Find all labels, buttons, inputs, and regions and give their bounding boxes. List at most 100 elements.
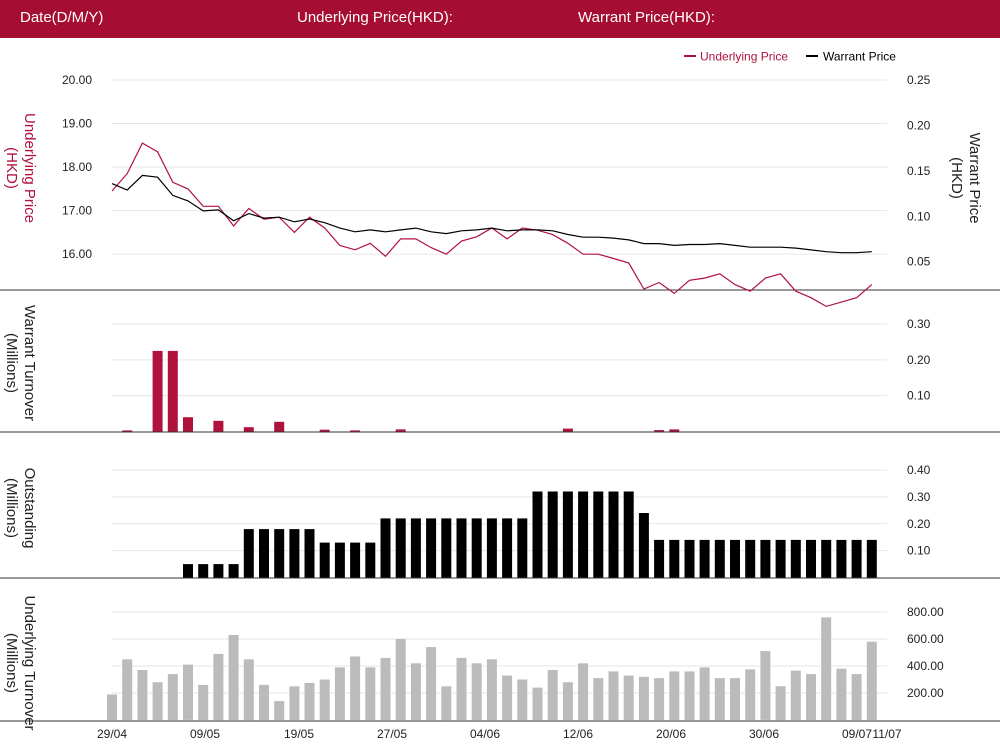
underlying-price-axis-tick-label: 19.00: [62, 117, 92, 131]
outstanding-bar: [745, 539, 756, 578]
underlying-turnover-bar: [836, 668, 847, 720]
underlying-turnover-bar: [228, 635, 239, 720]
outstanding-bar: [821, 539, 832, 578]
underlying-turnover-bar: [532, 687, 543, 720]
underlying-turnover-bar: [213, 653, 224, 721]
underlying-turnover-bar: [259, 684, 269, 720]
outstanding-bar: [274, 529, 285, 578]
warrant-turnover-bar: [183, 417, 193, 432]
warrant-price-axis-tick-label: 0.20: [907, 118, 931, 132]
underlying-turnover-bar: [274, 701, 285, 720]
outstanding-axis-title: Outstanding(Millions): [3, 468, 38, 549]
warrant-turnover-bar: [122, 430, 133, 432]
underlying-turnover-bar: [699, 667, 710, 720]
underlying-turnover-axis-tick-label: 600.00: [907, 632, 944, 646]
chart-marks: [107, 142, 877, 721]
outstanding-bar: [365, 542, 376, 578]
underlying-turnover-bar: [152, 682, 163, 720]
warrant-price-header-label: Warrant Price(HKD):: [578, 9, 715, 26]
warrant-price-axis-tick-label: 0.10: [907, 209, 931, 223]
underlying-turnover-bar: [593, 678, 604, 720]
outstanding-bar: [426, 518, 437, 578]
x-axis-tick-label: 11/07: [872, 727, 901, 741]
outstanding-bar: [471, 518, 482, 578]
outstanding-bar: [836, 539, 847, 578]
outstanding-bar: [866, 539, 877, 578]
outstanding-bar: [714, 539, 725, 578]
underlying-turnover-bar: [623, 675, 634, 720]
outstanding-bar: [486, 518, 497, 578]
outstanding-bar: [760, 539, 771, 578]
underlying-turnover-bar: [471, 663, 482, 720]
outstanding-bar: [198, 564, 209, 578]
outstanding-bar: [259, 529, 269, 578]
outstanding-bar: [502, 518, 513, 578]
outstanding-bar: [395, 518, 406, 578]
outstanding-bar: [684, 539, 695, 578]
underlying-turnover-bar: [243, 659, 254, 721]
outstanding-bar: [213, 564, 224, 578]
outstanding-bar: [532, 491, 543, 578]
x-axis-tick-label: 09/07: [842, 727, 872, 741]
outstanding-bar: [304, 529, 315, 578]
underlying-price-axis-title-line: Underlying Price: [21, 113, 38, 223]
underlying-price-axis-title-line: (HKD): [3, 147, 20, 189]
outstanding-bar: [608, 491, 619, 578]
underlying-turnover-bar: [806, 674, 816, 720]
underlying-turnover-bar: [441, 686, 452, 721]
outstanding-bar: [334, 542, 345, 578]
warrant-price-axis-title-line: (HKD): [948, 157, 965, 199]
warrant-turnover-bar: [395, 429, 406, 432]
underlying-turnover-bar: [426, 647, 437, 720]
underlying-turnover-bar: [456, 657, 467, 720]
underlying-price-axis-tick-label: 20.00: [62, 73, 92, 87]
outstanding-bar: [243, 529, 254, 578]
warrant-turnover-bar: [213, 420, 224, 432]
underlying-turnover-bar: [730, 678, 740, 720]
outstanding-axis-tick-label: 0.10: [907, 544, 931, 558]
outstanding-bar: [623, 491, 634, 578]
chart-text: 20.00 19.00 18.00 17.00 16.00 0.25 0.20 0.15 0.1…: [3, 73, 983, 741]
underlying-price-axis-tick-label: 16.00: [62, 247, 92, 261]
warrant-turnover-axis-title-line: Warrant Turnover: [21, 305, 38, 421]
warrant-price-axis-tick-label: 0.05: [907, 255, 931, 269]
underlying-turnover-bar: [608, 671, 619, 720]
outstanding-bar: [517, 518, 528, 578]
warrant-turnover-bar: [152, 350, 163, 432]
warrant-turnover-bar: [319, 429, 330, 432]
warrant-price-axis-tick-label: 0.15: [907, 164, 931, 178]
warrant-turnover-axis-tick-label: 0.20: [907, 353, 931, 367]
x-axis-tick-label: 04/06: [470, 727, 500, 741]
underlying-turnover-bar: [167, 674, 178, 720]
warrant-turnover-bar: [350, 430, 361, 432]
x-axis-tick-label: 09/05: [190, 727, 220, 741]
underlying-turnover-bar: [562, 682, 573, 720]
x-axis-tick-label: 12/06: [563, 727, 593, 741]
outstanding-bar: [654, 539, 665, 578]
date-header-label: Date(D/M/Y): [20, 9, 104, 26]
outstanding-bar: [380, 518, 391, 578]
warrant-price-axis-title-line: Warrant Price: [966, 132, 983, 223]
underlying-turnover-bar: [380, 657, 391, 720]
warrant-turnover-bar: [274, 421, 285, 432]
underlying-turnover-bar: [775, 686, 786, 721]
outstanding-bar: [578, 491, 589, 578]
underlying-price-axis-title: Underlying Price(HKD): [3, 113, 38, 223]
underlying-turnover-bar: [866, 641, 877, 720]
outstanding-bar: [775, 539, 786, 578]
warrant-turnover-axis-title: Warrant Turnover(Millions): [3, 305, 38, 421]
legend-label-underlying: Underlying Price: [700, 50, 788, 64]
underlying-turnover-bar: [365, 667, 376, 720]
underlying-turnover-bar: [851, 674, 862, 720]
underlying-turnover-bar: [654, 678, 665, 720]
x-axis-tick-label: 27/05: [377, 727, 407, 741]
underlying-turnover-axis-title-line: (Millions): [3, 633, 20, 693]
outstanding-bar: [790, 539, 801, 578]
grid-lines: [0, 79, 1000, 722]
outstanding-bar: [183, 564, 193, 578]
outstanding-bar: [638, 513, 649, 578]
outstanding-bar: [289, 529, 300, 578]
underlying-turnover-bar: [502, 675, 513, 720]
outstanding-bar: [562, 491, 573, 578]
underlying-turnover-bar: [410, 663, 421, 720]
